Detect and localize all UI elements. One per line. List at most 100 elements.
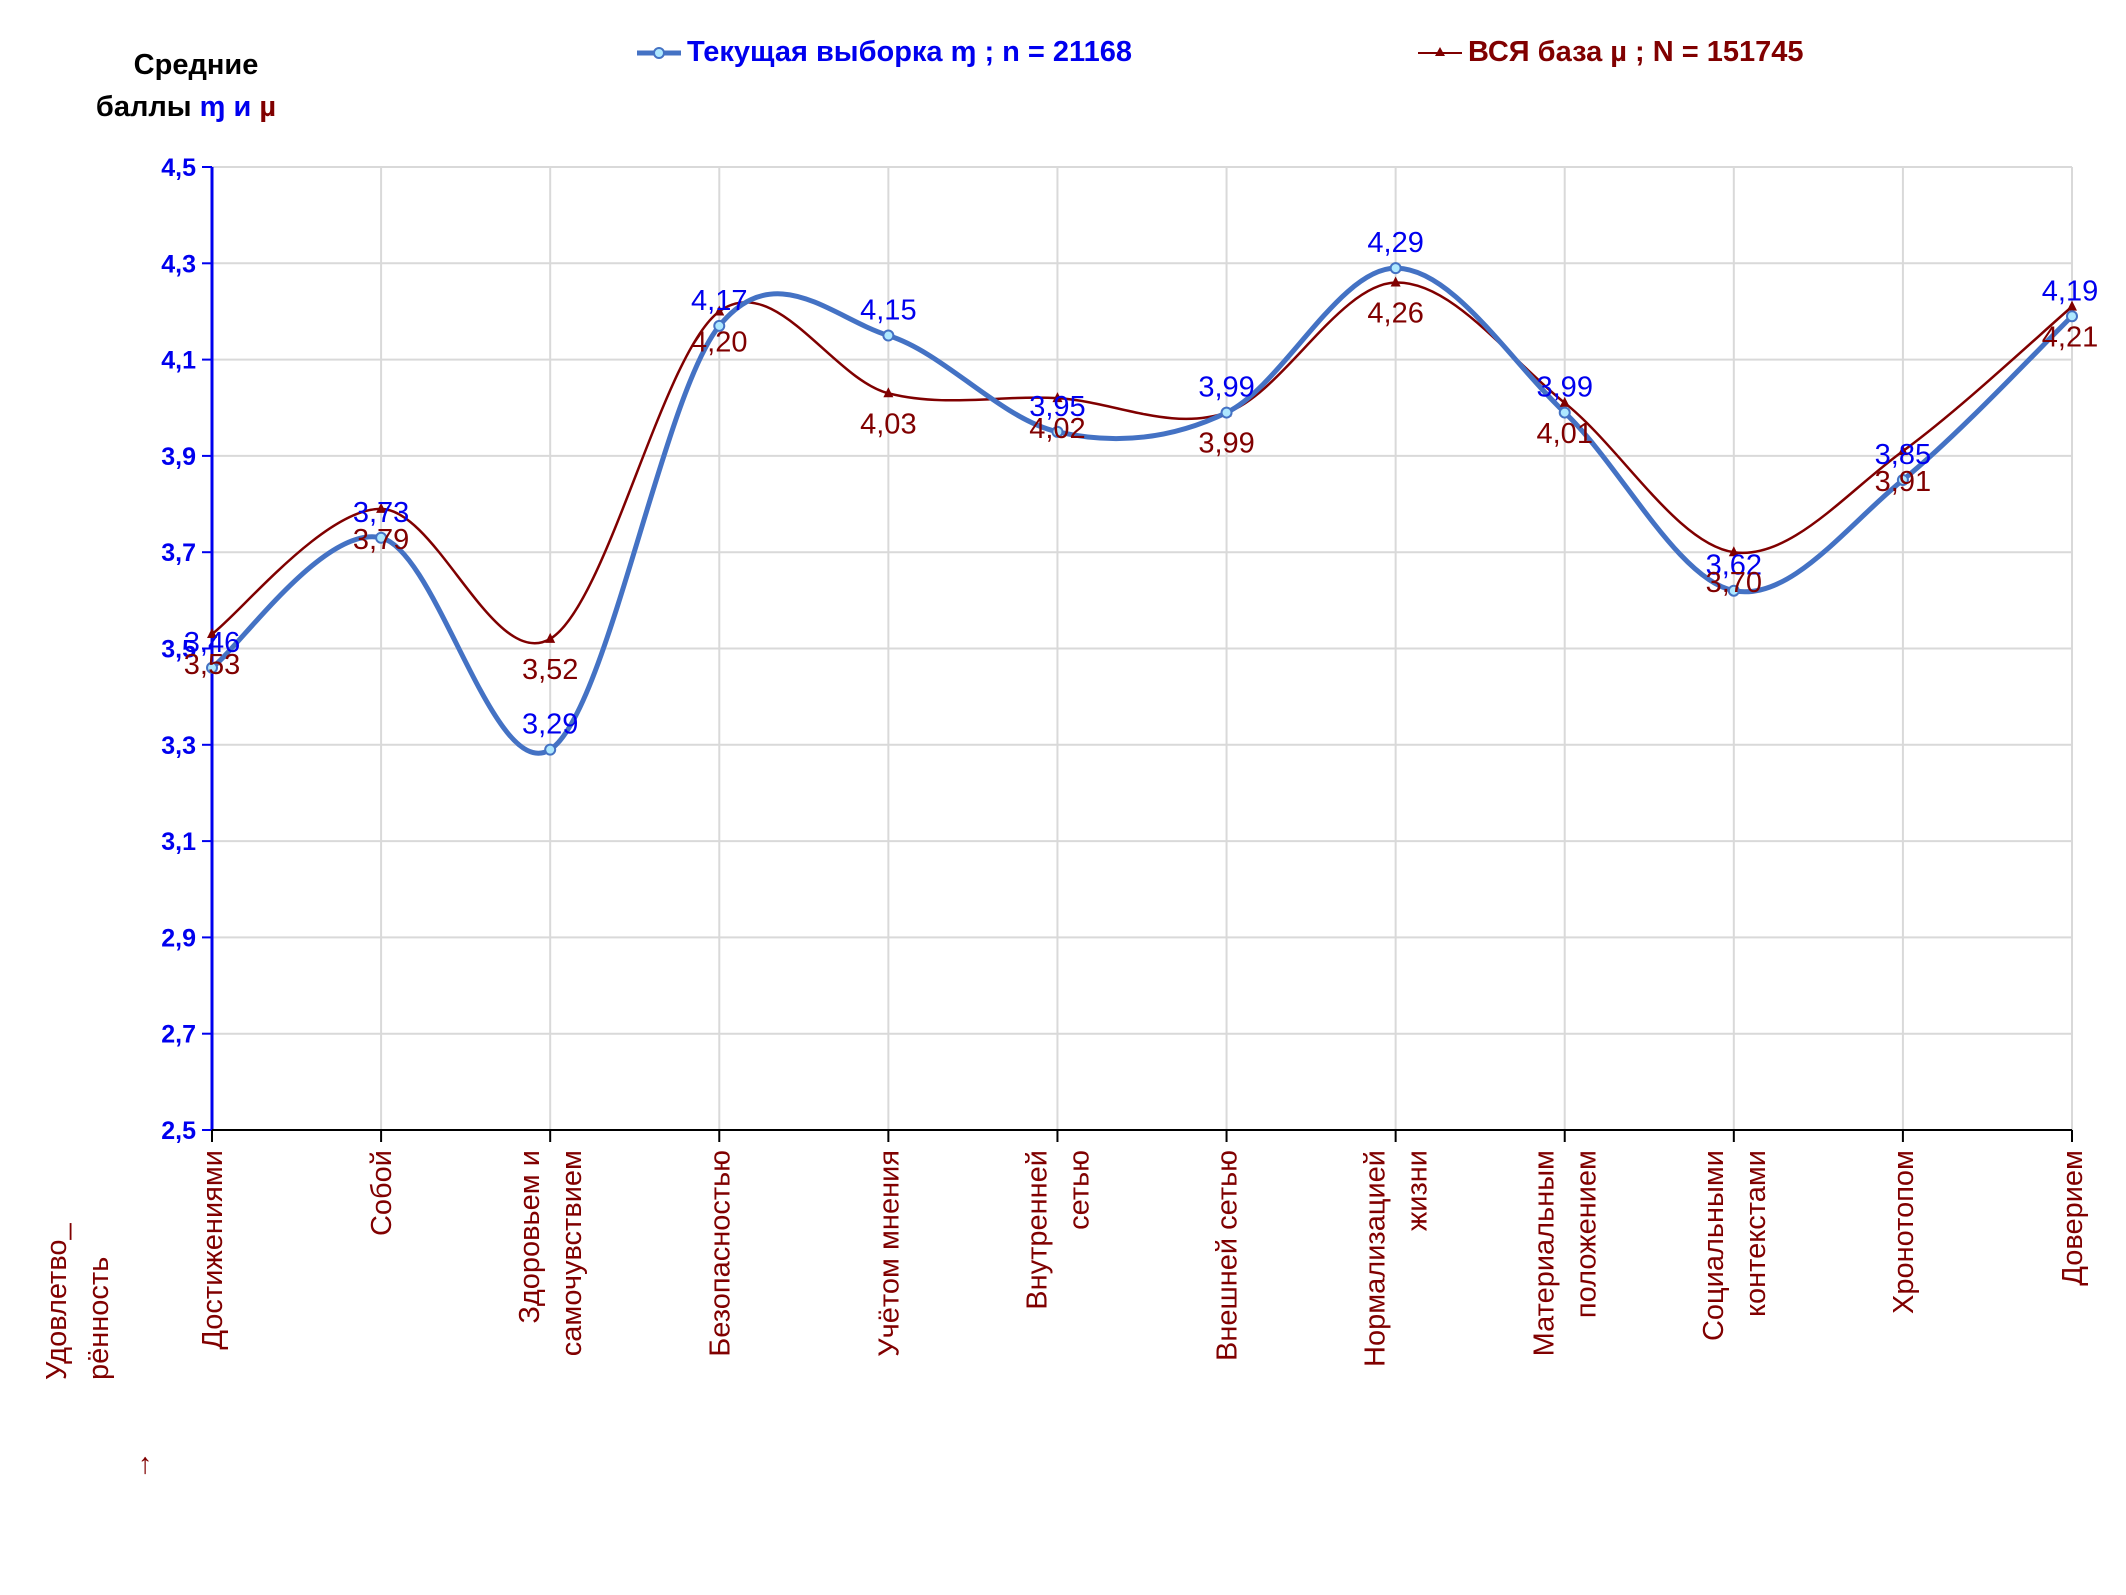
legend-label-current-sample: Текущая выборка ɱ ; n = 21168 [687, 36, 1132, 68]
data-label-current-sample: 4,19 [2042, 275, 2098, 307]
bottom-note-line2: рённость [83, 1257, 115, 1380]
x-category-label-line: жизни [1402, 1150, 1434, 1231]
data-label-current-sample: 3,62 [1706, 550, 1762, 582]
data-label-full-base: 3,70 [1706, 567, 1762, 599]
x-category-label: Учётом мнения [873, 1150, 905, 1357]
data-point-current-sample [1220, 406, 1233, 419]
data-label-current-sample: 3,99 [1537, 372, 1593, 404]
x-category-label-line: положением [1571, 1150, 1603, 1318]
data-point-current-sample [1896, 473, 1909, 486]
data-label-full-base: 3,99 [1198, 428, 1254, 460]
legend-item-full-base: ВСЯ база µ ; N = 151745 [1416, 36, 1804, 69]
legend-line-circle-icon [637, 46, 681, 59]
y-axis-title-line2: баллы ɱ и µ [76, 86, 296, 128]
series-line-0 [210, 265, 2074, 756]
data-point-current-sample [713, 319, 726, 332]
data-point-full-base [1390, 276, 1401, 287]
data-point-current-sample [1727, 584, 1740, 597]
x-category-label: Здоровьем и самочувствием [514, 1150, 588, 1356]
y-tick-label: 2,5 [161, 1117, 196, 1145]
x-category-label-line: самочувствием [556, 1150, 588, 1356]
x-category-label: Безопасностью [704, 1150, 736, 1357]
data-point-current-sample [1051, 425, 1064, 438]
x-category-label: Достижениями [197, 1150, 229, 1350]
y-tick-label: 4,1 [161, 347, 196, 375]
data-point-full-base [883, 387, 894, 398]
data-point-full-base [1728, 546, 1739, 557]
y-axis-title-and: и [233, 91, 252, 123]
x-category-label-line: Безопасностью [704, 1150, 736, 1357]
x-category-label: Внешней сетью [1212, 1150, 1244, 1361]
data-label-full-base: 3,52 [522, 654, 578, 686]
data-label-current-sample: 3,99 [1198, 372, 1254, 404]
data-point-full-base [1221, 406, 1232, 417]
data-label-full-base: 4,03 [860, 408, 916, 440]
x-category-label-line: Учётом мнения [873, 1150, 905, 1357]
data-point-current-sample [1558, 406, 1571, 419]
data-point-current-sample [882, 329, 895, 342]
x-category-label-line: Нормализацией [1360, 1150, 1392, 1367]
data-label-current-sample: 3,29 [522, 709, 578, 741]
data-point-full-base [376, 502, 387, 513]
data-point-current-sample [2066, 310, 2078, 323]
x-category-label: Хронотопом [1888, 1150, 1920, 1314]
data-label-current-sample: 4,17 [691, 285, 747, 317]
data-point-full-base [2067, 300, 2077, 311]
data-label-full-base: 4,01 [1537, 418, 1593, 450]
y-axis-title-m: ɱ [199, 91, 226, 123]
data-point-full-base [545, 632, 556, 643]
bottom-note-arrow: → [125, 1451, 157, 1480]
x-category-label-line: контекстами [1740, 1150, 1772, 1317]
x-category-label-line: Доверием [2057, 1150, 2089, 1286]
data-point-current-sample [375, 531, 388, 544]
data-point-full-base [1559, 396, 1570, 407]
data-point-full-base [207, 628, 217, 639]
data-label-full-base: 3,53 [184, 649, 240, 681]
data-label-full-base: 4,02 [1029, 413, 1085, 445]
x-category-label-line: Собой [366, 1150, 398, 1236]
y-tick-label: 3,9 [161, 443, 196, 471]
data-label-full-base: 3,79 [353, 524, 409, 556]
data-point-full-base [714, 305, 725, 316]
x-category-label-line: Достижениями [197, 1150, 229, 1350]
y-tick-label: 3,3 [161, 732, 196, 760]
data-point-current-sample [1389, 262, 1402, 275]
data-label-full-base: 4,26 [1367, 298, 1423, 330]
data-point-full-base [1052, 392, 1063, 403]
x-category-label-line: сетью [1063, 1150, 1095, 1230]
y-axis-title-prefix: баллы [95, 91, 192, 123]
x-category-label: Собой [366, 1150, 398, 1236]
y-tick-label: 3,1 [161, 828, 196, 856]
x-category-label-line: Материальным [1529, 1150, 1561, 1356]
y-tick-label: 2,7 [161, 1021, 196, 1049]
x-category-label: Доверием [2057, 1150, 2089, 1286]
x-category-label-line: Социальными [1698, 1150, 1730, 1341]
y-axis-title: Средние баллы ɱ и µ [96, 44, 296, 128]
data-label-full-base: 4,21 [2042, 322, 2098, 354]
y-axis-title-line1: Средние [133, 49, 259, 81]
bottom-note-line1: Удовлетво_ [41, 1222, 73, 1380]
series-line-1 [211, 281, 2073, 645]
data-label-full-base: 3,91 [1875, 466, 1931, 498]
y-tick-label: 2,9 [161, 924, 196, 952]
data-label-full-base: 4,20 [691, 326, 747, 358]
bottom-note: Удовлетво_ рённость → [41, 1222, 157, 1480]
y-axis-title-mu: µ [259, 91, 277, 123]
y-tick-label: 3,7 [161, 539, 196, 567]
data-label-current-sample: 3,85 [1875, 439, 1931, 471]
data-label-current-sample: 3,46 [184, 627, 240, 659]
data-point-current-sample [206, 661, 218, 674]
data-label-current-sample: 3,95 [1029, 391, 1085, 423]
legend-label-full-base: ВСЯ база µ ; N = 151745 [1468, 36, 1804, 68]
data-point-full-base [1897, 445, 1908, 456]
x-category-label: Нормализацией жизни [1360, 1150, 1434, 1367]
x-category-label-line: Хронотопом [1888, 1150, 1920, 1314]
legend-item-current-sample: Текущая выборка ɱ ; n = 21168 [635, 36, 1132, 69]
y-tick-label: 4,5 [161, 154, 196, 182]
x-category-label-line: Внутренней [1021, 1150, 1053, 1310]
legend-line-triangle-icon [1418, 46, 1462, 56]
data-point-current-sample [544, 743, 557, 756]
x-category-label: Социальными контекстами [1698, 1150, 1772, 1341]
y-tick-label: 4,3 [161, 250, 196, 278]
